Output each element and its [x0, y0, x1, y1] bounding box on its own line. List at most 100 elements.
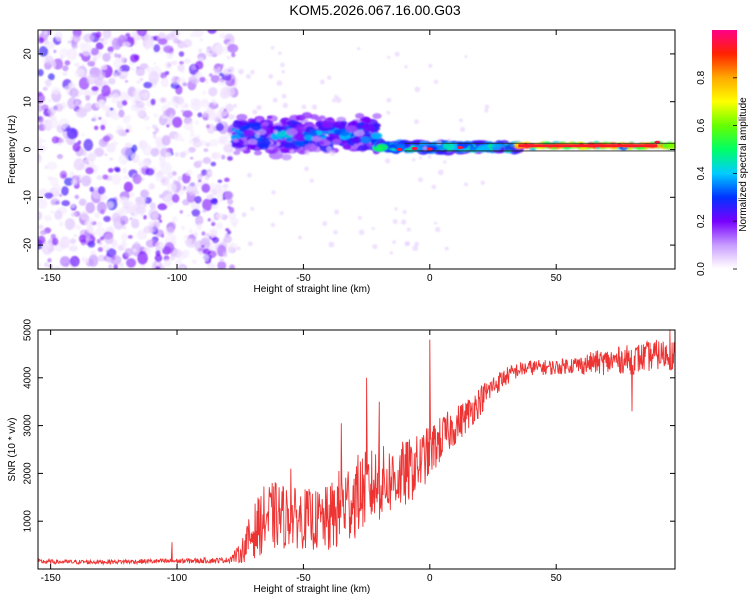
spectrogram-cell [197, 179, 202, 183]
spectrogram-cell [159, 193, 163, 199]
spectrogram-cell [433, 79, 439, 85]
spectrogram-cell [211, 221, 216, 227]
spectrogram-cell [357, 144, 369, 152]
spectrogram-cell [67, 97, 78, 110]
spectrogram-cell [153, 44, 161, 53]
spectrogram-cell [245, 73, 251, 80]
spectrogram-cell [47, 73, 55, 81]
spectrogram-cell [232, 138, 239, 143]
spectrogram-cell [97, 70, 106, 81]
spectrogram-cell [155, 241, 165, 251]
spectrogram-cell [372, 244, 378, 250]
spectrogram-cell [281, 93, 287, 99]
spectrogram-cell [135, 67, 145, 77]
spectrogram-cell [203, 148, 209, 152]
spectrogram-cell [238, 119, 248, 126]
spectrogram-cell [85, 217, 94, 227]
spectrogram-cell [444, 246, 449, 251]
spectrogram-cell [384, 158, 391, 164]
spectrogram-cell [484, 108, 489, 113]
spectrogram-cell [47, 258, 52, 263]
spectrogram-cell [257, 129, 267, 135]
spectrogram-cell [59, 256, 71, 267]
spectrogram-cell [223, 108, 227, 112]
spectrogram-blobs [38, 30, 675, 269]
spectrogram-cell [270, 222, 276, 228]
spectrogram-cell [134, 241, 139, 247]
spectrogram-cell [213, 69, 220, 75]
spectrogram-cell [165, 152, 172, 159]
spectrogram-cell [155, 266, 161, 269]
spectrogram-cell [66, 48, 78, 61]
spectrogram-cell [91, 86, 99, 92]
spectrogram-cell [123, 181, 133, 193]
spectrogram-cell [202, 198, 213, 211]
spectrogram-cell [73, 233, 78, 238]
spectrogram-cell [375, 143, 388, 152]
spectrogram-cell [183, 234, 189, 239]
spectrogram-cell [74, 194, 80, 200]
spectrogram-cell [166, 33, 175, 40]
spectrogram-cell [108, 264, 113, 269]
spectrogram-cell [53, 49, 57, 54]
spectrogram-cell [198, 247, 203, 252]
spectrogram-cell [333, 230, 338, 235]
spectrogram-cell [218, 72, 224, 77]
spectrogram-cell [85, 161, 90, 165]
spectrogram-cell [38, 104, 44, 113]
spectrogram-cell [297, 235, 303, 240]
spectrogram-cell [118, 153, 129, 166]
spectrogram-cell [285, 121, 291, 125]
spectrogram-cell [140, 189, 149, 198]
spectrogram-cell [118, 109, 125, 118]
spectrogram-cell [117, 54, 122, 59]
spectrogram-cell [220, 135, 228, 143]
spectrogram-cell [243, 129, 255, 137]
spectrogram-cell [42, 86, 48, 91]
spectrogram-cell [107, 168, 114, 173]
snr-xtick-label: 0 [427, 573, 433, 584]
spectrogram-cell [656, 144, 662, 148]
snr-ylabel: SNR (10 * v/v) [7, 418, 18, 482]
spectrogram-cell [233, 150, 241, 155]
spectrogram-cell [271, 190, 276, 195]
spectrogram-cell [422, 146, 428, 151]
spectrogram-cell [124, 79, 129, 83]
spectrogram-cell [38, 116, 44, 124]
spectrogram-cell [437, 169, 444, 176]
spectrogram-cell [43, 30, 48, 36]
spectrogram-cell [200, 99, 210, 108]
spectrogram-cell [83, 33, 94, 43]
spectrogram-cell [223, 86, 235, 97]
spectrogram-cell [39, 230, 47, 236]
spectrogram-cell [414, 241, 420, 247]
spectrogram-cell [49, 210, 55, 214]
spectrogram-cell [211, 98, 216, 103]
spectrogram-cell [396, 143, 406, 150]
spectrogram-cell [202, 111, 208, 117]
spectrogram-cell [207, 30, 217, 34]
spectrogram-cell [236, 246, 241, 251]
spectrogram-cell [261, 122, 269, 127]
spectrogram-cell [61, 186, 69, 196]
spectrogram-cell [62, 65, 69, 72]
spectrogram-cell [86, 225, 94, 234]
spectrogram-cell [98, 116, 102, 120]
spectrogram-cell [71, 178, 78, 186]
spectrogram-cell [227, 230, 232, 235]
spectrogram-strong-band [518, 144, 658, 148]
spectrogram-cell [102, 52, 111, 62]
colorbar-tick-label: 0.6 [696, 118, 707, 132]
spectrogram-cell [210, 161, 217, 167]
spectrogram-cell [189, 132, 196, 138]
spectrogram-cell [162, 110, 172, 117]
spectrogram-cell [169, 113, 174, 117]
spectrogram-cell [73, 158, 85, 171]
spectrogram-cell [217, 119, 222, 124]
spectrogram-cell [74, 68, 86, 79]
spectrogram-cell [207, 262, 216, 269]
snr-xtick-label: -50 [296, 573, 311, 584]
spectrogram-cell [130, 47, 134, 51]
spectrogram-cell [392, 240, 397, 245]
spectrogram-cell [404, 65, 408, 69]
